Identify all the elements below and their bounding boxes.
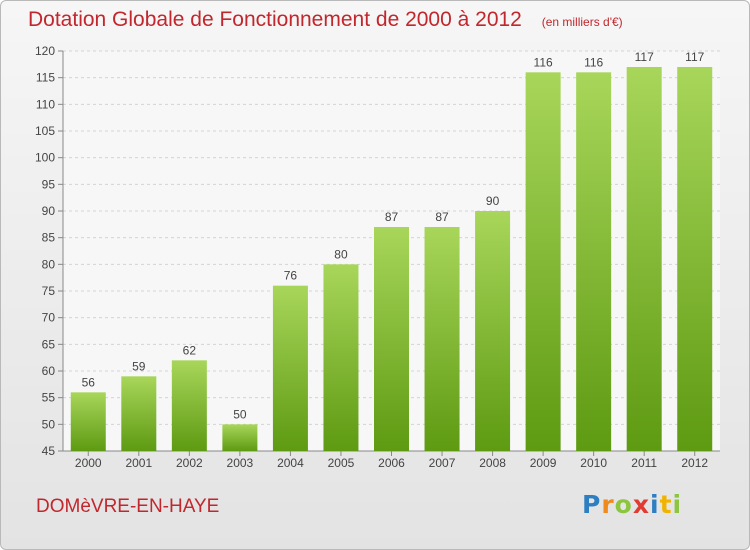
bar	[222, 424, 258, 451]
bar	[424, 227, 460, 451]
logo-letter: P	[582, 490, 602, 519]
bar	[171, 360, 207, 451]
logo-letter: o	[614, 490, 633, 519]
y-tick-label: 55	[42, 391, 56, 405]
data-label: 62	[183, 343, 197, 357]
logo-letter: r	[601, 490, 615, 519]
x-tick-label: 2009	[530, 456, 557, 470]
proxiti-logo: Proxiti	[582, 490, 682, 519]
y-tick-label: 85	[42, 231, 56, 245]
x-tick-label: 2005	[328, 456, 355, 470]
x-tick-label: 2002	[176, 456, 203, 470]
chart-subtitle: (en milliers d'€)	[541, 15, 623, 29]
chart-title-block: Dotation Globale de Fonctionnement de 20…	[28, 8, 623, 32]
data-label: 90	[486, 194, 500, 208]
y-tick-label: 60	[42, 364, 56, 378]
x-tick-label: 2006	[378, 456, 405, 470]
data-label: 56	[82, 375, 96, 389]
x-tick-label: 2012	[681, 456, 708, 470]
y-tick-label: 80	[42, 257, 56, 271]
data-label: 116	[584, 55, 603, 69]
logo-letter: t	[659, 490, 673, 519]
y-tick-label: 90	[42, 204, 56, 218]
x-tick-label: 2003	[227, 456, 254, 470]
bar	[626, 67, 662, 451]
data-label: 87	[385, 210, 399, 224]
logo-letter: i	[672, 490, 683, 519]
y-tick-label: 70	[42, 311, 56, 325]
logo-letter: x	[632, 490, 650, 519]
chart-title: Dotation Globale de Fonctionnement de 20…	[28, 8, 522, 31]
commune-name: DOMèVRE-EN-HAYE	[36, 496, 220, 517]
bar	[677, 67, 713, 451]
y-tick-label: 110	[36, 97, 55, 111]
bar	[475, 211, 511, 451]
bar	[323, 264, 359, 451]
y-tick-label: 65	[42, 337, 56, 351]
bar	[70, 392, 106, 451]
y-tick-label: 115	[36, 71, 55, 85]
x-tick-label: 2001	[125, 456, 152, 470]
data-label: 87	[435, 210, 449, 224]
y-tick-label: 105	[35, 124, 55, 138]
data-label: 116	[534, 55, 553, 69]
x-tick-label: 2004	[277, 456, 304, 470]
data-label: 117	[685, 50, 704, 64]
bar	[272, 285, 308, 451]
y-tick-label: 120	[35, 44, 55, 58]
y-tick-label: 50	[42, 417, 56, 431]
bar	[525, 72, 561, 451]
y-tick-label: 75	[42, 284, 56, 298]
y-tick-label: 100	[35, 151, 55, 165]
x-tick-label: 2007	[429, 456, 456, 470]
bar	[576, 72, 612, 451]
data-label: 50	[233, 407, 247, 421]
logo-letter: i	[650, 490, 660, 519]
data-label: 59	[132, 359, 146, 373]
data-label: 76	[284, 269, 298, 283]
y-tick-label: 95	[42, 177, 56, 191]
data-label: 117	[635, 50, 654, 64]
bar	[374, 227, 409, 451]
y-tick-label: 45	[42, 444, 56, 458]
bar	[121, 376, 157, 451]
data-label: 80	[334, 247, 348, 261]
x-tick-label: 2008	[479, 456, 506, 470]
x-tick-label: 2011	[631, 456, 657, 470]
x-tick-label: 2010	[580, 456, 607, 470]
x-tick-label: 2000	[75, 456, 102, 470]
